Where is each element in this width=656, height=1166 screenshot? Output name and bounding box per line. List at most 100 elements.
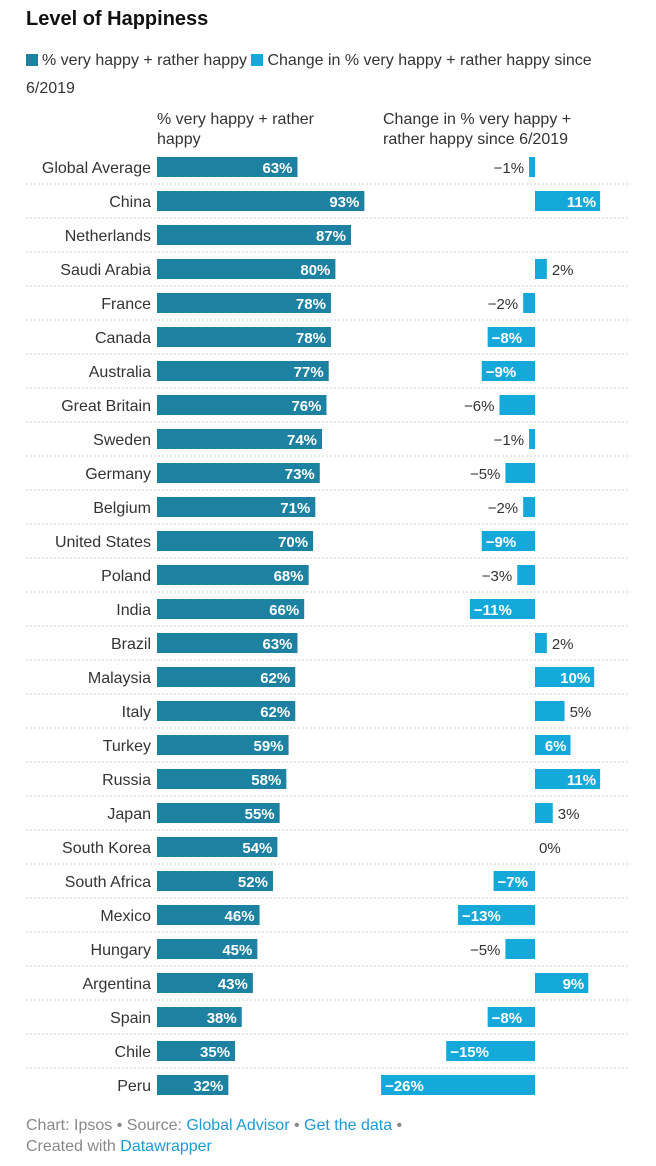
value-label-change-russia: 11%: [567, 772, 596, 789]
category-label-saudi-arabia: Saudi Arabia: [60, 262, 151, 279]
bar-share-malaysia: [157, 667, 296, 687]
bar-change-turkey: [535, 735, 571, 755]
bar-change-great-britain: [499, 395, 535, 415]
category-label-belgium: Belgium: [93, 500, 151, 517]
bar-share-great-britain: [157, 395, 327, 415]
bar-change-global-average: [529, 157, 535, 177]
bar-share-france: [157, 293, 331, 313]
legend-item-share: % very happy + rather happy: [26, 52, 247, 69]
value-label-share-italy: 62%: [260, 704, 290, 721]
bar-change-france: [523, 293, 535, 313]
bar-share-australia: [157, 361, 329, 381]
value-label-share-united-states: 70%: [278, 534, 308, 551]
value-label-share-malaysia: 62%: [260, 670, 290, 687]
value-label-share-chile: 35%: [200, 1044, 230, 1061]
category-label-south-korea: South Korea: [62, 840, 151, 857]
value-label-share-south-korea: 54%: [242, 840, 272, 857]
value-label-share-russia: 58%: [251, 772, 281, 789]
value-label-share-germany: 73%: [285, 466, 315, 483]
value-label-change-italy: 5%: [570, 704, 592, 721]
value-label-share-france: 78%: [296, 296, 326, 313]
value-label-change-malaysia: 10%: [560, 670, 590, 687]
column-header-share: % very happy + rather happy: [157, 111, 314, 148]
category-label-canada: Canada: [95, 330, 151, 347]
bar-share-china: [157, 191, 365, 211]
bar-change-malaysia: [535, 667, 595, 687]
value-label-change-south-africa: −7%: [498, 874, 528, 891]
value-label-change-poland: −3%: [482, 568, 512, 585]
footer-source-label: Source:: [126, 1117, 182, 1134]
bar-share-germany: [157, 463, 320, 483]
bar-share-south-korea: [157, 837, 278, 857]
value-label-share-canada: 78%: [296, 330, 326, 347]
bar-change-peru: [381, 1075, 535, 1095]
bar-share-mexico: [157, 905, 260, 925]
bar-change-belgium: [523, 497, 535, 517]
category-label-poland: Poland: [101, 568, 151, 585]
value-label-change-chile: −15%: [450, 1044, 489, 1061]
footer-created-label: Created with: [26, 1138, 116, 1155]
get-data-link[interactable]: Get the data: [304, 1117, 393, 1134]
column-header-change: Change in % very happy + rather happy si…: [383, 111, 572, 148]
value-label-share-great-britain: 76%: [291, 398, 321, 415]
bar-share-sweden: [157, 429, 323, 449]
value-label-share-australia: 77%: [294, 364, 324, 381]
category-label-france: France: [101, 296, 151, 313]
value-label-change-sweden: −1%: [494, 432, 524, 449]
value-label-share-spain: 38%: [207, 1010, 237, 1027]
bar-change-germany: [505, 463, 535, 483]
value-label-share-argentina: 43%: [218, 976, 248, 993]
value-label-change-france: −2%: [488, 296, 518, 313]
category-label-germany: Germany: [85, 466, 151, 483]
legend-item-change: Change in % very happy + rather happy si…: [26, 52, 592, 97]
bar-change-argentina: [535, 973, 589, 993]
value-label-share-saudi-arabia: 80%: [300, 262, 330, 279]
bar-change-china: [535, 191, 601, 211]
value-label-change-hungary: −5%: [470, 942, 500, 959]
value-label-change-argentina: 9%: [563, 976, 585, 993]
bar-share-poland: [157, 565, 309, 585]
category-label-hungary: Hungary: [91, 942, 151, 959]
bar-share-brazil: [157, 633, 298, 653]
category-label-sweden: Sweden: [93, 432, 151, 449]
value-label-change-united-states: −9%: [486, 534, 516, 551]
bar-share-spain: [157, 1007, 242, 1027]
value-label-change-mexico: −13%: [462, 908, 501, 925]
category-label-australia: Australia: [89, 364, 151, 381]
bar-change-canada: [487, 327, 535, 347]
bar-change-south-africa: [493, 871, 535, 891]
footer: Chart: Ipsos • Source: Global Advisor • …: [26, 1117, 403, 1155]
value-label-share-japan: 55%: [245, 806, 275, 823]
category-label-south-africa: South Africa: [65, 874, 151, 891]
bar-share-canada: [157, 327, 331, 347]
bar-change-hungary: [505, 939, 535, 959]
value-label-change-canada: −8%: [492, 330, 522, 347]
datawrapper-link[interactable]: Datawrapper: [120, 1138, 212, 1155]
bar-change-united-states: [481, 531, 535, 551]
bar-share-turkey: [157, 735, 289, 755]
value-label-share-south-africa: 52%: [238, 874, 268, 891]
source-link[interactable]: Global Advisor: [186, 1117, 290, 1134]
value-label-share-peru: 32%: [193, 1078, 223, 1095]
bar-change-chile: [446, 1041, 535, 1061]
bar-change-australia: [481, 361, 535, 381]
value-label-change-japan: 3%: [558, 806, 580, 823]
bar-share-japan: [157, 803, 280, 823]
category-label-spain: Spain: [110, 1010, 151, 1027]
category-label-great-britain: Great Britain: [61, 398, 151, 415]
bar-change-mexico: [458, 905, 535, 925]
value-label-change-south-korea: 0%: [539, 840, 561, 857]
value-label-share-hungary: 45%: [222, 942, 252, 959]
bar-change-italy: [535, 701, 565, 721]
bar-share-saudi-arabia: [157, 259, 336, 279]
bar-share-chile: [157, 1041, 236, 1061]
chart-plot: Global Average 63% −1% China 93% 11% Netherlan…: [26, 157, 630, 1095]
category-label-india: India: [116, 602, 151, 619]
bar-share-united-states: [157, 531, 314, 551]
chart-title: Level of Happiness: [26, 8, 209, 30]
bar-share-netherlands: [157, 225, 352, 245]
value-label-share-india: 66%: [269, 602, 299, 619]
value-label-change-india: −11%: [474, 602, 512, 619]
value-label-change-spain: −8%: [492, 1010, 522, 1027]
category-label-global-average: Global Average: [42, 160, 151, 177]
